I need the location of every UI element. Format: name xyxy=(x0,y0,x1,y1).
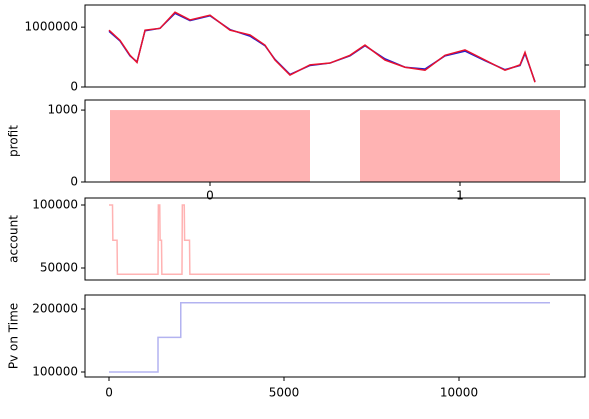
y-tick-label: 200000 xyxy=(32,301,78,315)
y-tick-label: 0 xyxy=(70,175,78,189)
y-tick-label: 50000 xyxy=(40,260,78,274)
bar xyxy=(110,110,310,182)
y-tick-label: 100000 xyxy=(32,198,78,212)
x-tick-label: 0 xyxy=(206,189,214,203)
axes-frame xyxy=(84,197,586,281)
y-axis-label: Pv on Time xyxy=(7,303,21,369)
y-tick-label: 0 xyxy=(70,80,78,94)
y-tick-label: 100000 xyxy=(32,364,78,378)
x-tick-label: 1 xyxy=(456,189,464,203)
y-tick-label: 1000000 xyxy=(25,20,78,34)
x-tick-label: 10000 xyxy=(440,386,478,400)
x-tick-label: 5000 xyxy=(269,386,300,400)
axes-frame xyxy=(84,294,586,378)
x-tick-label: 0 xyxy=(105,386,113,400)
y-tick-label: 1000 xyxy=(47,103,78,117)
bar xyxy=(360,110,560,182)
y-axis-label: account xyxy=(7,215,21,263)
axes-frame xyxy=(84,4,586,88)
line xyxy=(108,12,536,82)
line xyxy=(109,204,551,276)
line xyxy=(109,301,551,373)
y-axis-label: profit xyxy=(7,125,21,157)
line xyxy=(108,11,536,83)
axes-frame xyxy=(84,99,586,183)
